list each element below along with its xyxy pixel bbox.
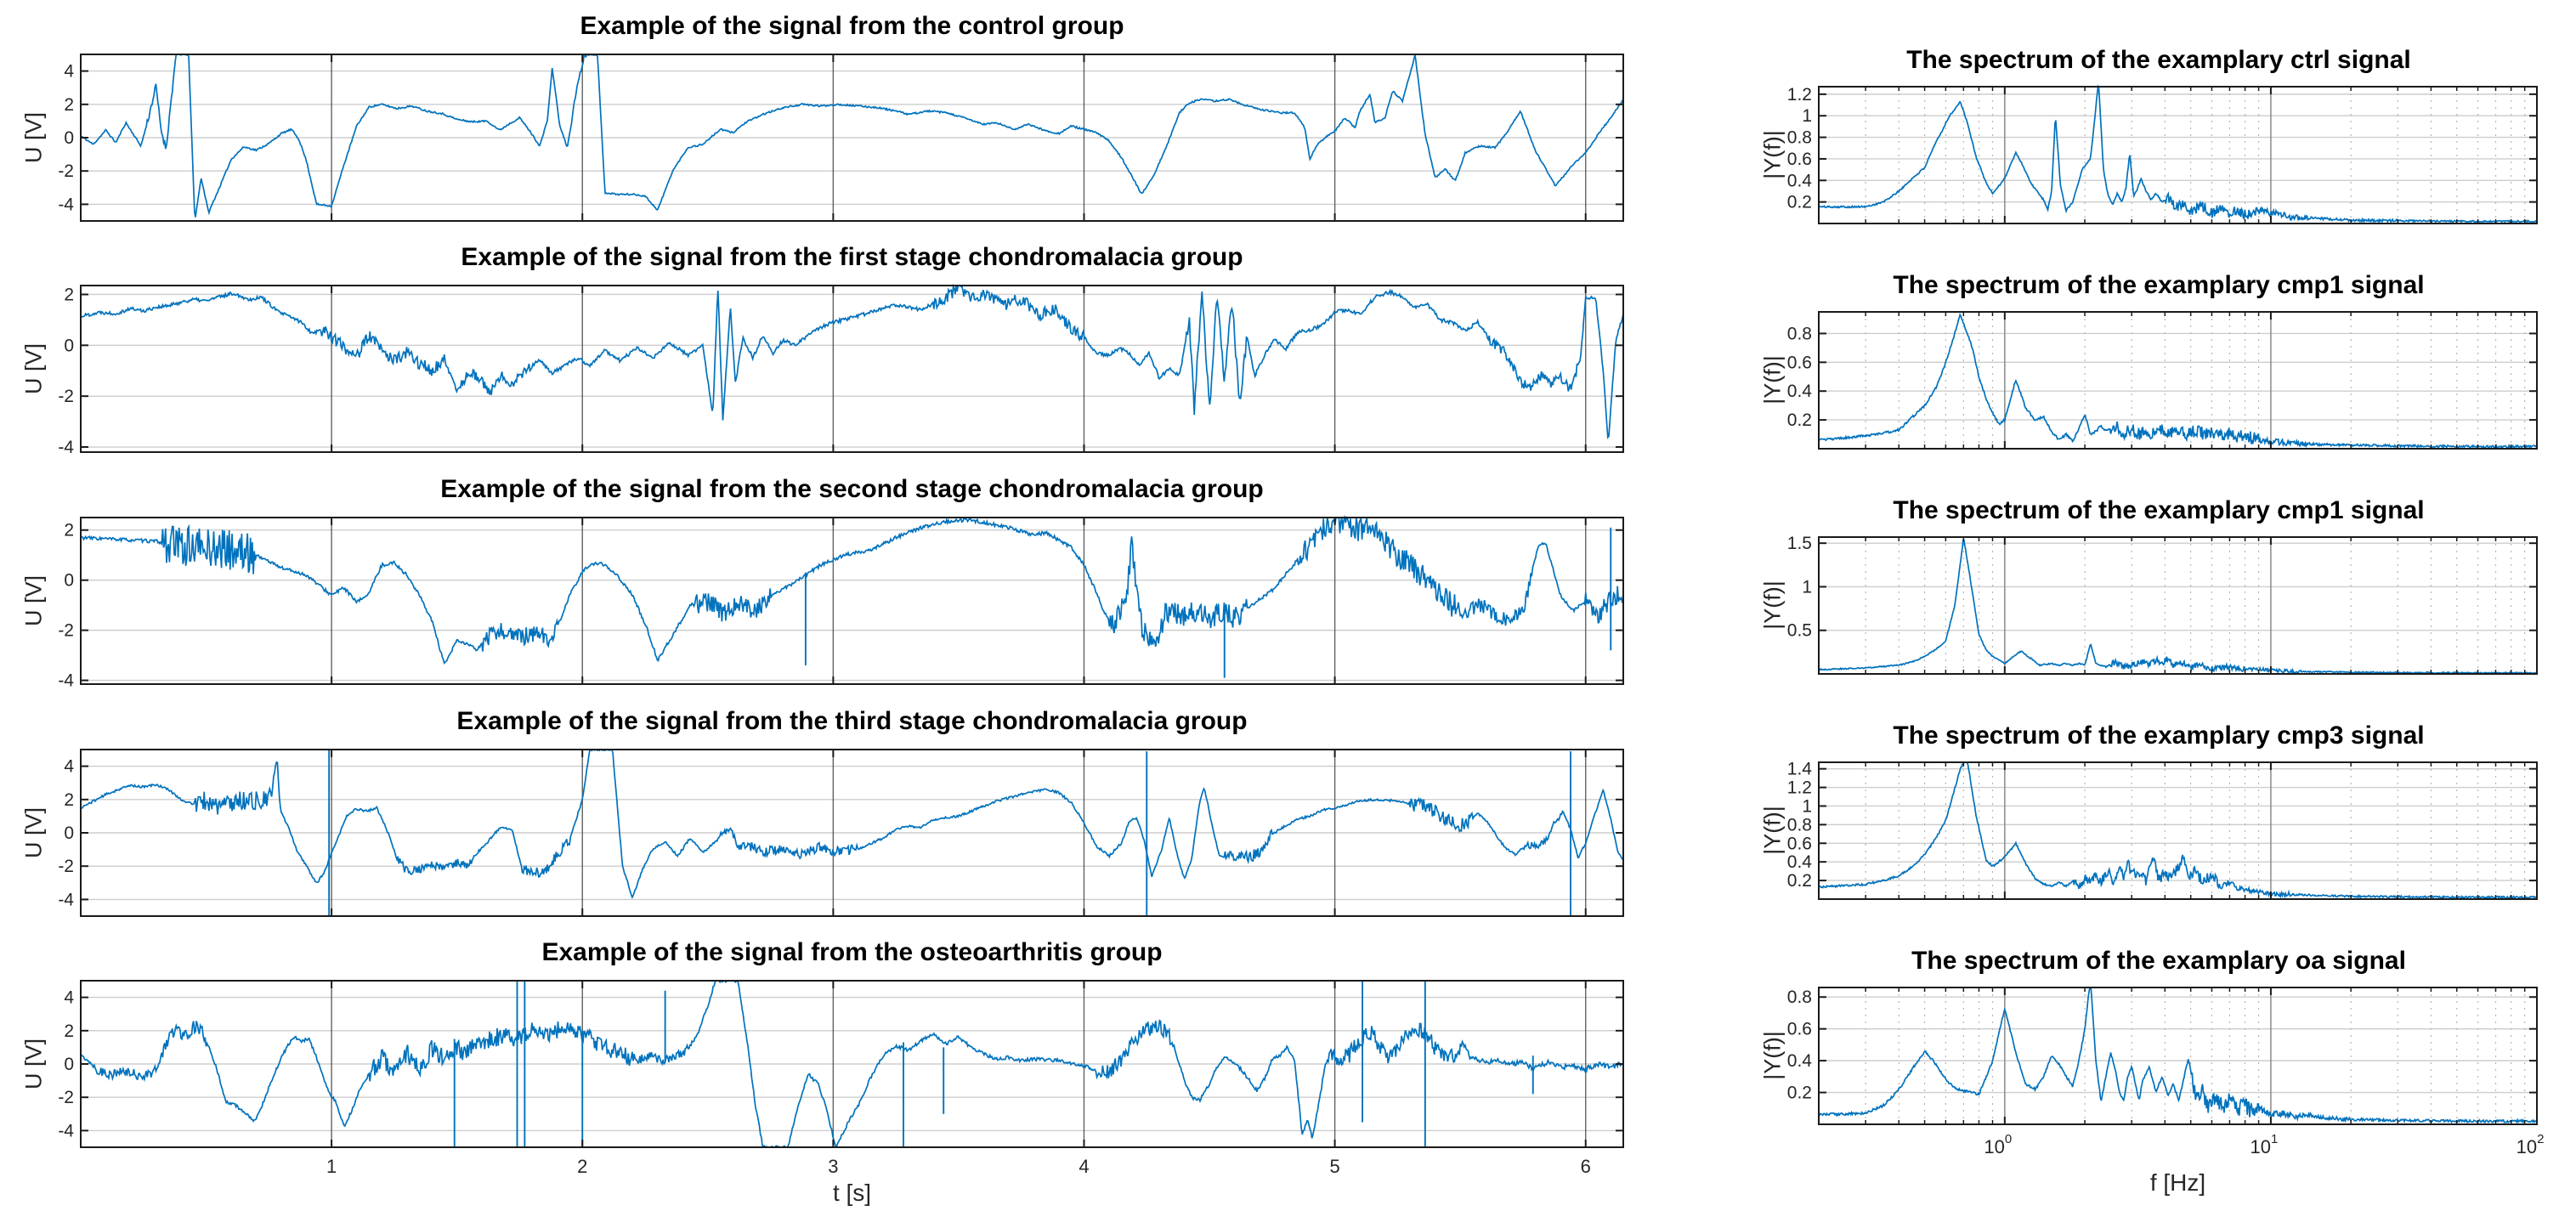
svg-text:-2: -2 — [58, 1088, 74, 1107]
svg-text:3: 3 — [828, 1156, 838, 1177]
svg-text:-4: -4 — [58, 1121, 74, 1140]
x-axis-label-time: t [s] — [832, 1180, 872, 1206]
title-time-cmp2: Example of the signal from the second st… — [440, 475, 1264, 503]
svg-text:0.8: 0.8 — [1787, 324, 1812, 343]
svg-text:0: 0 — [64, 1055, 74, 1074]
svg-text:0.8: 0.8 — [1787, 987, 1812, 1007]
svg-text:1: 1 — [326, 1156, 337, 1177]
spectrum-plot-canvas-cmp1: 0.2 0.4 0.6 0.8 — [1787, 311, 2538, 450]
title-time-cmp1: Example of the signal from the first sta… — [461, 243, 1243, 271]
svg-text:0: 0 — [64, 128, 74, 148]
svg-text:0.2: 0.2 — [1787, 1084, 1812, 1103]
time-plot-canvas-cmp1: -4 -2 0 2 — [58, 283, 1624, 457]
svg-text:100: 100 — [1984, 1132, 2012, 1157]
svg-text:2: 2 — [64, 1021, 74, 1041]
svg-text:0.4: 0.4 — [1787, 852, 1813, 872]
svg-text:0.2: 0.2 — [1787, 410, 1812, 430]
svg-text:1: 1 — [1802, 577, 1812, 597]
svg-text:-4: -4 — [58, 671, 74, 691]
svg-text:4: 4 — [64, 988, 74, 1008]
svg-text:0: 0 — [64, 571, 74, 591]
title-spectrum-ctrl: The spectrum of the examplary ctrl signa… — [1906, 46, 2411, 74]
svg-text:2: 2 — [64, 790, 74, 810]
svg-text:0.2: 0.2 — [1787, 193, 1812, 212]
svg-text:0.6: 0.6 — [1787, 150, 1812, 169]
title-spectrum-cmp2: The spectrum of the examplary cmp1 signa… — [1893, 496, 2425, 524]
svg-text:4: 4 — [1079, 1156, 1089, 1177]
svg-text:0.6: 0.6 — [1787, 1020, 1812, 1039]
time-plot-canvas-cmp3: -4 -2 0 2 4 — [58, 748, 1624, 917]
svg-text:-4: -4 — [58, 195, 74, 214]
svg-text:0.6: 0.6 — [1787, 834, 1812, 853]
svg-text:0: 0 — [64, 336, 74, 355]
svg-text:0: 0 — [64, 823, 74, 843]
svg-text:1.4: 1.4 — [1787, 760, 1813, 779]
svg-text:0.2: 0.2 — [1787, 871, 1812, 891]
svg-text:101: 101 — [2250, 1132, 2279, 1157]
svg-text:-2: -2 — [58, 387, 74, 406]
svg-text:-2: -2 — [58, 857, 74, 876]
spectrum-plot-canvas-ctrl: 0.2 0.4 0.6 0.811.2 — [1787, 84, 2538, 224]
title-time-control: Example of the signal from the control g… — [580, 12, 1124, 40]
svg-text:2: 2 — [64, 521, 74, 540]
svg-text:1.2: 1.2 — [1787, 85, 1812, 105]
svg-text:1: 1 — [1802, 106, 1812, 126]
title-spectrum-cmp3: The spectrum of the examplary cmp3 signa… — [1893, 722, 2425, 750]
svg-text:2: 2 — [577, 1156, 587, 1177]
svg-text:0.4: 0.4 — [1787, 1051, 1813, 1071]
title-time-oa: Example of the signal from the osteoarth… — [541, 938, 1163, 966]
svg-text:-4: -4 — [58, 438, 74, 457]
svg-text:2: 2 — [64, 285, 74, 304]
time-plot-canvas-cmp2: -4 -2 0 2 — [58, 514, 1624, 691]
title-time-cmp3: Example of the signal from the third sta… — [456, 707, 1248, 735]
time-plot-canvas-control: -4 -2 0 2 4 — [58, 53, 1624, 222]
spectrum-plot-canvas-cmp2: 0.5 1 1.5 — [1787, 534, 2538, 676]
svg-text:2: 2 — [64, 95, 74, 115]
spectrum-plot-canvas-oa: 0.2 0.4 0.6 0.8 100 101 102 — [1787, 987, 2545, 1157]
svg-text:0.6: 0.6 — [1787, 353, 1812, 372]
svg-text:1: 1 — [1802, 796, 1812, 816]
svg-text:0.5: 0.5 — [1787, 621, 1812, 641]
svg-text:1.5: 1.5 — [1787, 534, 1812, 553]
x-axis-label-freq: f [Hz] — [2149, 1169, 2206, 1196]
svg-text:0.8: 0.8 — [1787, 815, 1812, 835]
svg-text:6: 6 — [1581, 1156, 1591, 1177]
title-spectrum-oa: The spectrum of the examplary oa signal — [1911, 947, 2406, 975]
svg-text:5: 5 — [1329, 1156, 1339, 1177]
title-spectrum-cmp1: The spectrum of the examplary cmp1 signa… — [1893, 271, 2425, 299]
svg-text:4: 4 — [64, 757, 74, 777]
svg-text:102: 102 — [2517, 1132, 2545, 1157]
time-plot-canvas-oa: -4 -2 0 2 4 1 2 3 4 5 6 — [58, 979, 1624, 1177]
svg-text:-2: -2 — [58, 161, 74, 181]
svg-text:0.8: 0.8 — [1787, 128, 1812, 148]
spectrum-plot-canvas-cmp3: 0.20.40.60.811.21.4 — [1787, 760, 2538, 900]
svg-text:4: 4 — [64, 62, 74, 82]
svg-text:0.4: 0.4 — [1787, 382, 1813, 401]
svg-text:0.4: 0.4 — [1787, 171, 1813, 190]
svg-text:-4: -4 — [58, 890, 74, 909]
svg-text:-2: -2 — [58, 621, 74, 641]
svg-text:1.2: 1.2 — [1787, 778, 1812, 798]
